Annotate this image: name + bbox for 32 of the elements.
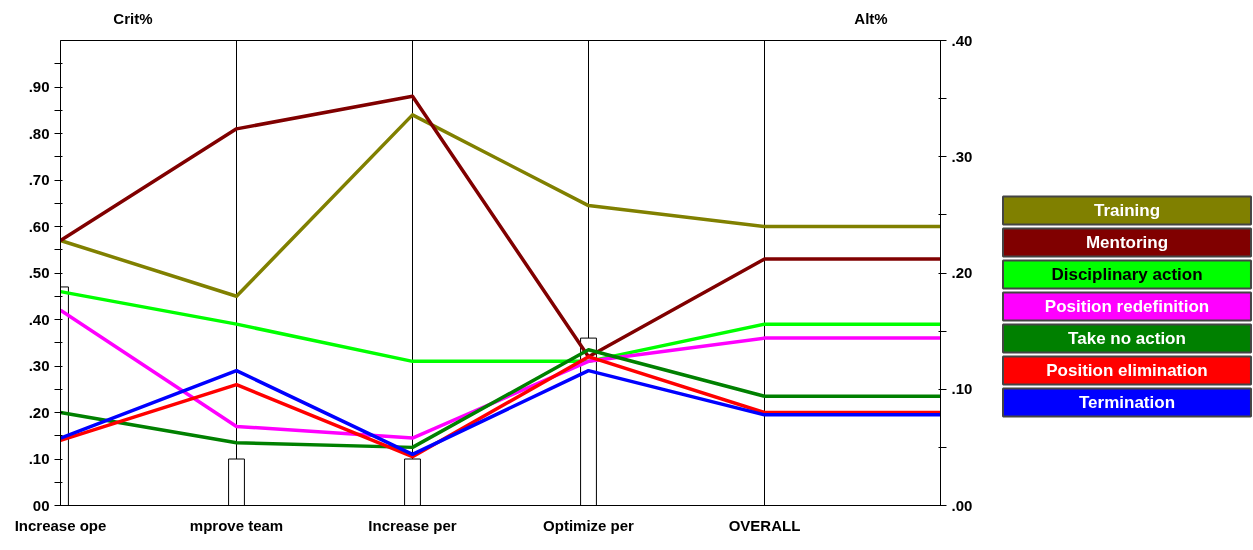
y2-tick-label: .40: [951, 31, 973, 49]
line-series: [60, 94, 941, 359]
y2-tick-label: .30: [951, 147, 973, 165]
y-tick-label: .30: [28, 357, 50, 374]
x-tick-label: Increase ope: [14, 516, 107, 534]
text: Take no action: [1068, 329, 1186, 348]
y2-tick-label: .00: [951, 496, 973, 514]
y-tick-label: .20: [28, 403, 50, 421]
y2-tick-label: .20: [951, 264, 973, 281]
line-series: [60, 113, 941, 298]
y-tick-label: .70: [28, 171, 50, 188]
y-tick-label: 00: [32, 496, 50, 514]
y-tick-label: .50: [28, 264, 50, 281]
y-tick-label: .60: [28, 217, 50, 235]
y2-tick-label: .10: [951, 380, 973, 398]
line-series: [60, 368, 941, 457]
y2-axis-title: Alt%: [854, 9, 888, 27]
y-tick-label: .10: [28, 450, 50, 467]
x-tick-label: Optimize per: [543, 516, 635, 534]
y-tick-label: .40: [28, 310, 50, 328]
x-tick-label: mprove team: [189, 516, 284, 534]
y-axis-title: Crit%: [113, 9, 153, 27]
text: Termination: [1078, 393, 1176, 412]
y-tick-label: .80: [28, 124, 50, 142]
text: Mentoring: [1085, 233, 1169, 252]
y-tick-label: .90: [28, 78, 50, 95]
x-tick-label: Increase per: [368, 516, 457, 534]
text: Disciplinary action: [1051, 265, 1203, 284]
text: Position elimination: [1046, 361, 1208, 380]
text: Position redefinition: [1044, 297, 1210, 316]
x-tick-label: OVERALL: [728, 516, 801, 534]
text: Training: [1093, 201, 1161, 220]
